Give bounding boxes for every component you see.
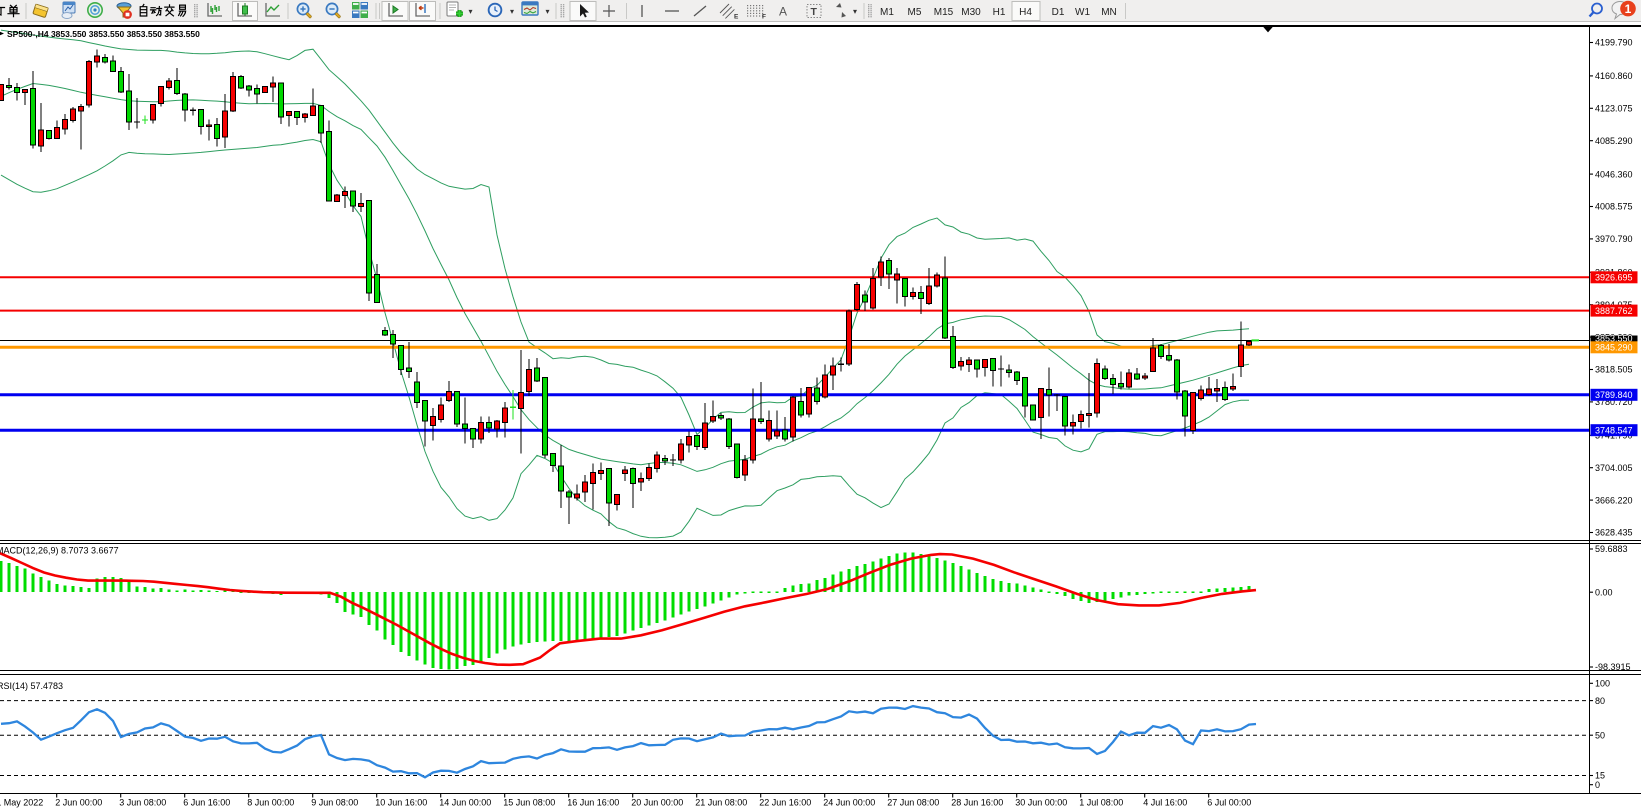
svg-text:28 Jun 16:00: 28 Jun 16:00 — [951, 798, 1003, 808]
svg-text:27 Jun 08:00: 27 Jun 08:00 — [887, 798, 939, 808]
svg-text:3628.435: 3628.435 — [1595, 528, 1633, 538]
svg-text:6 Jul 00:00: 6 Jul 00:00 — [1207, 798, 1251, 808]
svg-text:3887.762: 3887.762 — [1595, 306, 1633, 316]
svg-text:21 Jun 08:00: 21 Jun 08:00 — [695, 798, 747, 808]
svg-text:▾: ▾ — [853, 7, 857, 16]
svg-text:T: T — [811, 6, 818, 18]
svg-text:10 Jun 16:00: 10 Jun 16:00 — [375, 798, 427, 808]
svg-text:M15: M15 — [934, 7, 954, 18]
svg-text:▾: ▾ — [510, 7, 514, 16]
svg-text:4160.860: 4160.860 — [1595, 71, 1633, 81]
svg-text:D1: D1 — [1052, 7, 1065, 18]
svg-text:F: F — [762, 14, 766, 21]
svg-text:A: A — [779, 5, 787, 19]
svg-text:31 May 2022: 31 May 2022 — [0, 798, 43, 808]
svg-text:6 Jun 16:00: 6 Jun 16:00 — [183, 798, 230, 808]
svg-text:59.6883: 59.6883 — [1595, 544, 1628, 554]
svg-text:M1: M1 — [880, 7, 894, 18]
svg-text:22 Jun 16:00: 22 Jun 16:00 — [759, 798, 811, 808]
svg-text:SP500-,H4 3853.550 3853.550 3: SP500-,H4 3853.550 3853.550 3853.550 385… — [7, 29, 200, 39]
svg-text:16 Jun 16:00: 16 Jun 16:00 — [567, 798, 619, 808]
svg-text:9 Jun 08:00: 9 Jun 08:00 — [311, 798, 358, 808]
svg-text:100: 100 — [1595, 679, 1610, 689]
svg-text:4123.075: 4123.075 — [1595, 104, 1633, 114]
svg-text:15 Jun 08:00: 15 Jun 08:00 — [503, 798, 555, 808]
svg-text:20 Jun 00:00: 20 Jun 00:00 — [631, 798, 683, 808]
svg-text:30 Jun 00:00: 30 Jun 00:00 — [1015, 798, 1067, 808]
svg-text:H4: H4 — [1019, 7, 1032, 18]
svg-text:3845.290: 3845.290 — [1595, 343, 1633, 353]
svg-text:MACD(12,26,9) 8.7073 3.6677: MACD(12,26,9) 8.7073 3.6677 — [0, 546, 119, 556]
svg-text:3789.840: 3789.840 — [1595, 390, 1633, 400]
svg-text:4046.360: 4046.360 — [1595, 169, 1633, 179]
svg-text:W1: W1 — [1075, 7, 1090, 18]
svg-text:1: 1 — [1625, 2, 1632, 16]
svg-text:E: E — [734, 14, 739, 21]
svg-text:RSI(14) 57.4783: RSI(14) 57.4783 — [0, 681, 63, 691]
svg-text:▾: ▾ — [469, 7, 473, 16]
svg-text:3780.720: 3780.720 — [1595, 397, 1633, 407]
svg-text:M30: M30 — [961, 7, 981, 18]
svg-text:0.00: 0.00 — [1595, 587, 1613, 597]
svg-text:3704.005: 3704.005 — [1595, 463, 1633, 473]
svg-text:H1: H1 — [993, 7, 1006, 18]
svg-text:3748.547: 3748.547 — [1595, 425, 1633, 435]
svg-text:4008.575: 4008.575 — [1595, 202, 1633, 212]
svg-text:2 Jun 00:00: 2 Jun 00:00 — [55, 798, 102, 808]
svg-text:4085.290: 4085.290 — [1595, 136, 1633, 146]
svg-text:MN: MN — [1101, 7, 1117, 18]
svg-text:80: 80 — [1595, 696, 1605, 706]
svg-text:24 Jun 00:00: 24 Jun 00:00 — [823, 798, 875, 808]
svg-text:4 Jul 16:00: 4 Jul 16:00 — [1143, 798, 1187, 808]
svg-text:50: 50 — [1595, 730, 1605, 740]
svg-text:▾: ▾ — [546, 7, 550, 16]
svg-text:3666.220: 3666.220 — [1595, 495, 1633, 505]
svg-text:3818.505: 3818.505 — [1595, 365, 1633, 375]
svg-text:14 Jun 00:00: 14 Jun 00:00 — [439, 798, 491, 808]
svg-text:1 Jul 08:00: 1 Jul 08:00 — [1079, 798, 1123, 808]
svg-text:3970.790: 3970.790 — [1595, 234, 1633, 244]
svg-text:15: 15 — [1595, 771, 1605, 781]
svg-text:0: 0 — [1595, 780, 1600, 790]
svg-text:8 Jun 00:00: 8 Jun 00:00 — [247, 798, 294, 808]
svg-text:3 Jun 08:00: 3 Jun 08:00 — [119, 798, 166, 808]
svg-text:3853.550: 3853.550 — [1595, 334, 1633, 344]
svg-text:M5: M5 — [908, 7, 922, 18]
svg-text:3926.695: 3926.695 — [1595, 273, 1633, 283]
svg-text:-98.3915: -98.3915 — [1595, 662, 1631, 672]
svg-text:4199.790: 4199.790 — [1595, 38, 1633, 48]
